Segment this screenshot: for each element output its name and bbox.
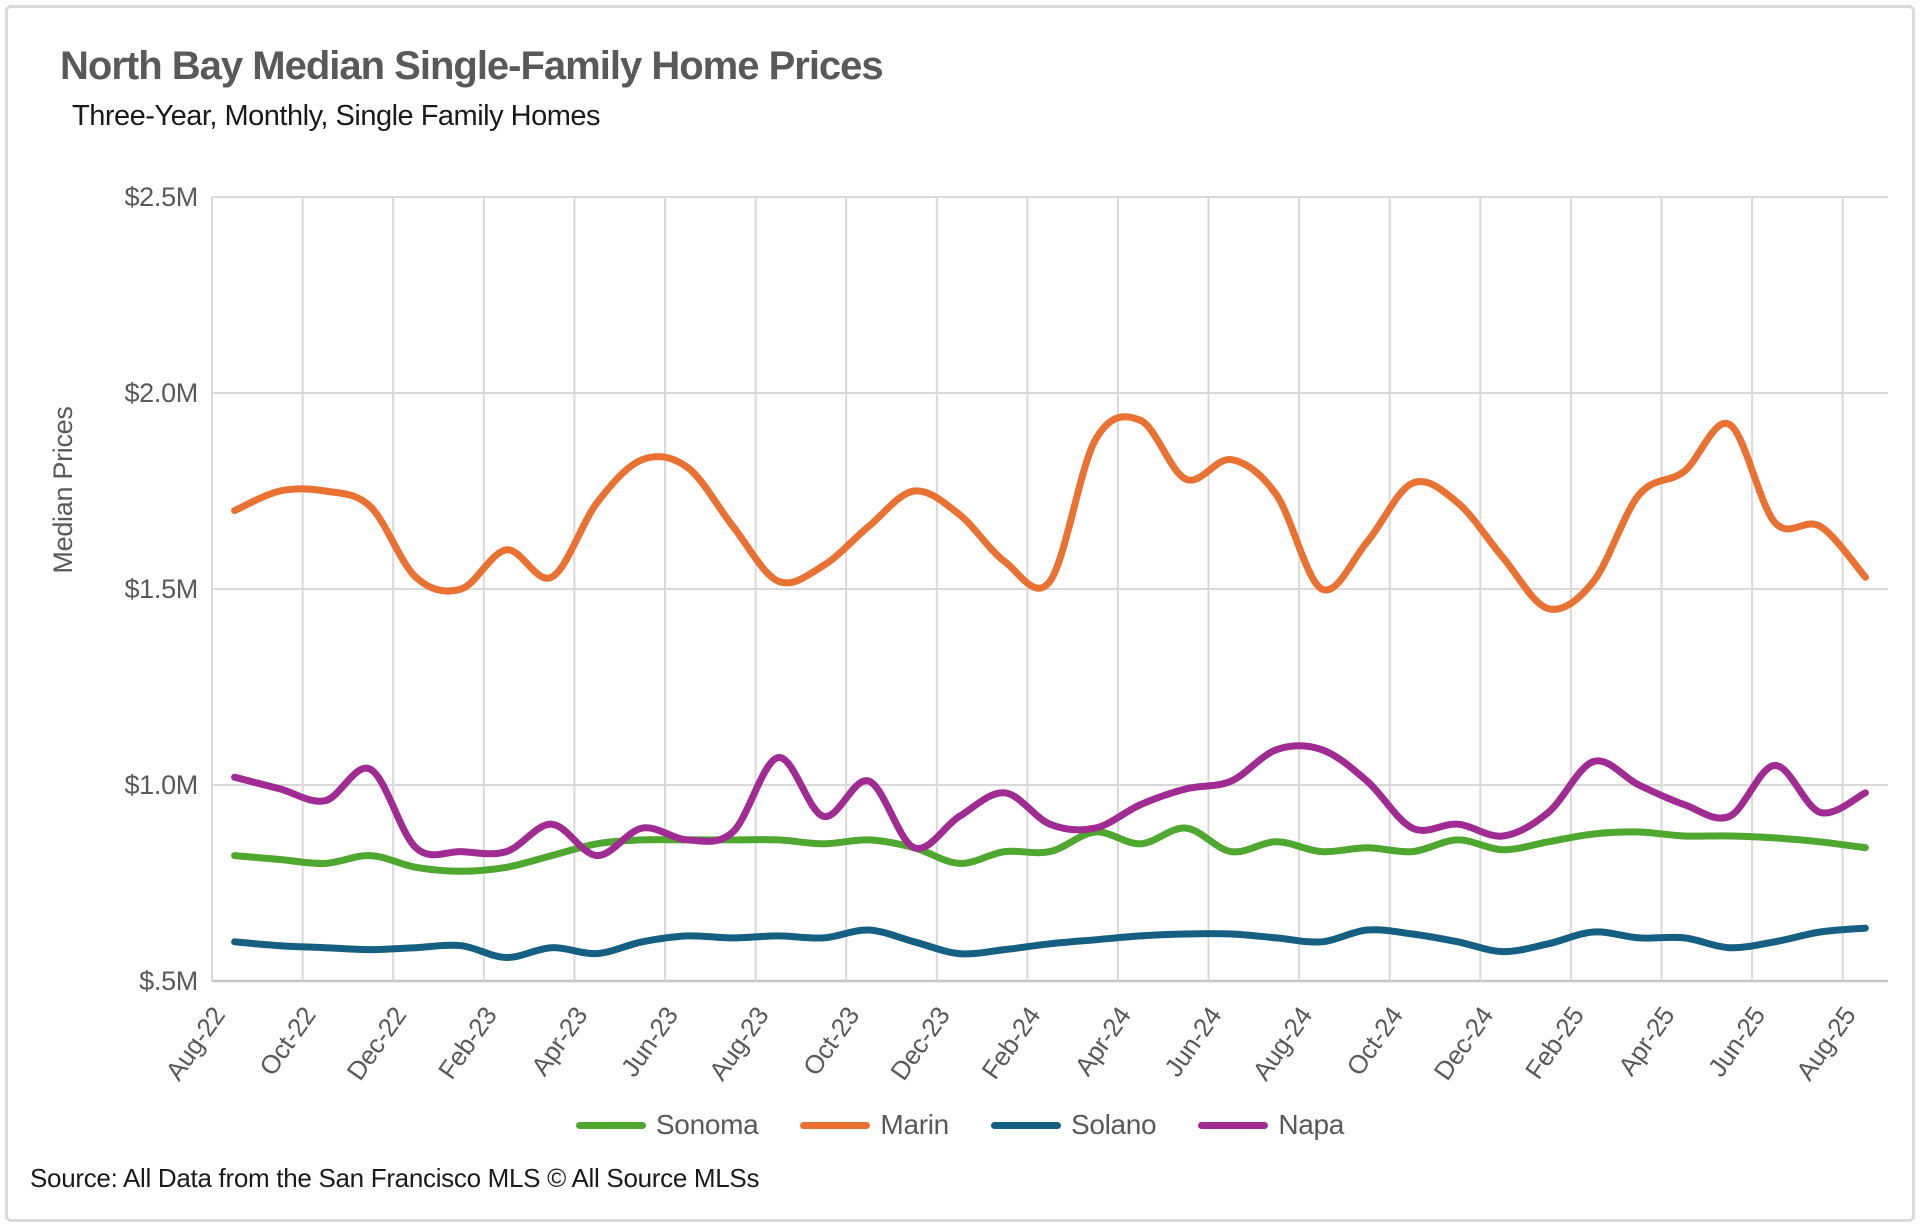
legend-label: Sonoma xyxy=(655,1109,759,1140)
y-tick-label: $1.5M xyxy=(124,574,198,604)
legend-item-marin: Marin xyxy=(800,1109,949,1141)
chart-card: North Bay Median Single-Family Home Pric… xyxy=(5,5,1915,1222)
x-tick-label: Aug-23 xyxy=(703,1001,775,1085)
y-axis-title: Median Prices xyxy=(48,406,78,573)
chart-subtitle: Three-Year, Monthly, Single Family Homes xyxy=(72,100,601,132)
legend-label: Napa xyxy=(1278,1109,1345,1140)
legend-swatch-marin xyxy=(800,1121,871,1129)
x-tick-label: Apr-24 xyxy=(1069,1001,1137,1081)
x-tick-label: Feb-25 xyxy=(1519,1001,1590,1084)
x-tick-label: Jun-25 xyxy=(1702,1001,1771,1082)
series-line-marin xyxy=(231,413,1869,613)
x-tick-label: Jun-23 xyxy=(615,1001,684,1082)
series-line-napa xyxy=(231,742,1869,860)
series-line-sonoma xyxy=(231,824,1869,875)
chart-legend: Sonoma Marin Solano Napa xyxy=(0,1109,1920,1141)
x-tick-label: Oct-22 xyxy=(253,1001,321,1081)
y-tick-label: $1.0M xyxy=(124,770,198,800)
legend-item-solano: Solano xyxy=(990,1109,1157,1141)
series-line-solano xyxy=(231,924,1869,962)
x-tick-label: Aug-25 xyxy=(1790,1001,1862,1085)
source-note: Source: All Data from the San Francisco … xyxy=(30,1163,760,1193)
legend-item-sonoma: Sonoma xyxy=(575,1109,759,1141)
x-tick-label: Dec-22 xyxy=(340,1001,412,1085)
x-tick-label: Dec-24 xyxy=(1428,1001,1500,1085)
x-tick-label: Aug-24 xyxy=(1246,1001,1318,1085)
x-tick-label: Oct-23 xyxy=(797,1001,865,1081)
x-tick-label: Apr-23 xyxy=(525,1001,593,1081)
legend-swatch-napa xyxy=(1198,1121,1269,1129)
legend-label: Marin xyxy=(880,1109,949,1140)
x-tick-label: Jun-24 xyxy=(1158,1001,1227,1082)
x-tick-label: Feb-24 xyxy=(976,1001,1047,1084)
x-tick-label: Feb-23 xyxy=(432,1001,503,1084)
x-tick-label: Dec-23 xyxy=(884,1001,956,1085)
x-tick-label: Aug-22 xyxy=(159,1001,231,1085)
y-tick-label: $2.5M xyxy=(124,182,198,212)
legend-label: Solano xyxy=(1070,1109,1157,1140)
legend-item-napa: Napa xyxy=(1198,1109,1344,1141)
y-tick-label: $2.0M xyxy=(124,378,198,408)
y-tick-label: $.5M xyxy=(139,966,198,996)
x-tick-label: Apr-25 xyxy=(1612,1001,1680,1081)
legend-swatch-solano xyxy=(990,1121,1061,1129)
chart-title: North Bay Median Single-Family Home Pric… xyxy=(60,44,884,88)
legend-swatch-sonoma xyxy=(575,1121,646,1129)
x-tick-label: Oct-24 xyxy=(1340,1001,1408,1081)
